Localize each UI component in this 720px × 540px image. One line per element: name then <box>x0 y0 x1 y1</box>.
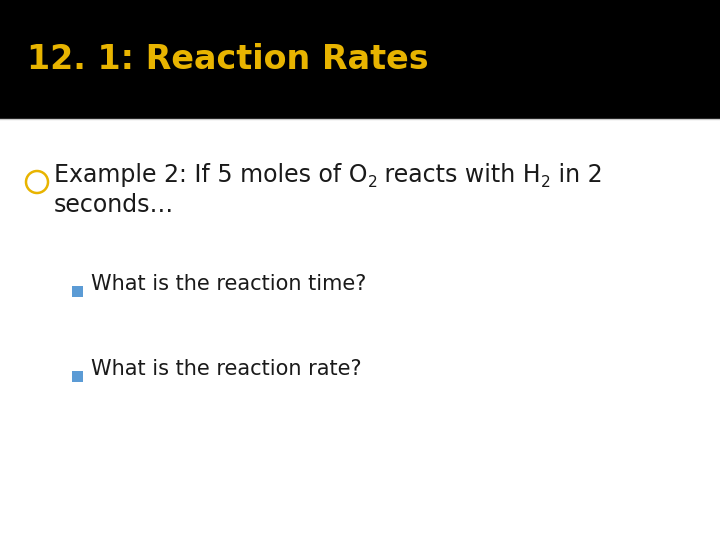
Text: 12. 1: Reaction Rates: 12. 1: Reaction Rates <box>27 43 429 76</box>
Text: seconds…: seconds… <box>54 193 174 217</box>
Text: 2: 2 <box>541 175 551 190</box>
FancyBboxPatch shape <box>72 371 83 382</box>
Text: in 2: in 2 <box>551 163 602 187</box>
FancyBboxPatch shape <box>0 0 720 119</box>
FancyBboxPatch shape <box>72 286 83 297</box>
Text: reacts with H: reacts with H <box>377 163 541 187</box>
Text: 2: 2 <box>367 175 377 190</box>
Text: What is the reaction rate?: What is the reaction rate? <box>91 359 361 379</box>
Text: What is the reaction time?: What is the reaction time? <box>91 274 366 294</box>
Text: Example 2: If 5 moles of O: Example 2: If 5 moles of O <box>54 163 367 187</box>
